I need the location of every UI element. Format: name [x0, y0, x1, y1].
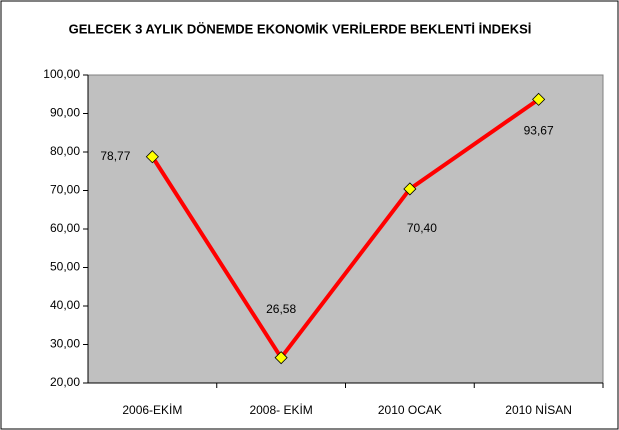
x-tick-label: 2010 OCAK [378, 403, 442, 417]
y-tick-label: 100,00 [43, 67, 80, 81]
y-tick-label: 60,00 [50, 221, 80, 235]
marker [403, 182, 417, 196]
y-tick-label: 80,00 [50, 144, 80, 158]
y-tick-label: 20,00 [50, 375, 80, 389]
x-tick-label: 2008- EKİM [249, 403, 312, 417]
data-label: 78,77 [100, 149, 130, 163]
line [150, 97, 540, 362]
data-label: 26,58 [266, 302, 296, 316]
y-tick-label: 70,00 [50, 183, 80, 197]
x-tick-label: 2006-EKİM [122, 403, 182, 417]
marker [532, 92, 546, 106]
y-tick-label: 90,00 [50, 106, 80, 120]
x-tick-label: 2010 NİSAN [505, 403, 572, 417]
y-tick-label: 50,00 [50, 260, 80, 274]
data-label: 93,67 [524, 124, 554, 138]
data-label: 70,40 [407, 221, 437, 235]
y-tick-label: 40,00 [50, 298, 80, 312]
y-tick-label: 30,00 [50, 337, 80, 351]
plot-area [87, 74, 604, 384]
chart-title: GELECEK 3 AYLIK DÖNEMDE EKONOMİK VERİLER… [69, 21, 532, 36]
marker [274, 351, 288, 365]
marker [145, 150, 159, 164]
